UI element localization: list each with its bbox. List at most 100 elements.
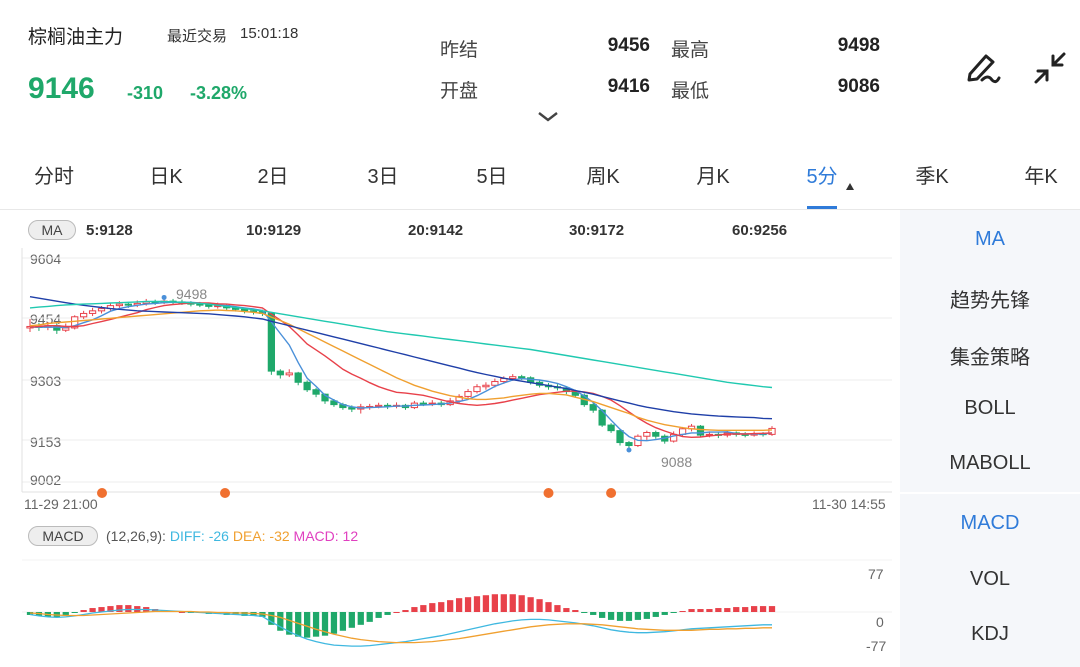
price-change: -310	[127, 83, 164, 103]
indicator-vol[interactable]: VOL	[969, 568, 1011, 590]
quote-value-low: 9086	[837, 76, 880, 97]
event-marker	[606, 488, 617, 498]
macd-bar	[241, 612, 248, 616]
indicator-macd[interactable]: MACD	[960, 512, 1020, 534]
candle	[518, 376, 526, 379]
macd-bar	[89, 608, 96, 612]
tab-day-k[interactable]: 日K	[149, 166, 183, 188]
tab-2-day[interactable]: 2日	[257, 166, 289, 188]
ma10-line	[29, 302, 773, 439]
ma60-line	[29, 300, 773, 389]
macd-macd: MACD: 12	[293, 528, 359, 544]
last-trade-label: 最近交易	[167, 28, 228, 45]
kline-chart	[26, 297, 776, 450]
quote-label-open: 开盘	[440, 81, 479, 102]
quote-label-low: 最低	[671, 81, 710, 102]
candle	[768, 427, 776, 435]
macd-bar	[62, 612, 69, 615]
contract-name: 棕榈油主力	[28, 27, 124, 48]
macd-bar	[572, 610, 579, 612]
tab-intraday[interactable]: 分时	[34, 166, 74, 188]
indicator-trend-pioneer[interactable]: 趋势先锋	[950, 290, 1030, 312]
ma60-value: 60:9256	[732, 222, 788, 239]
macd-bar	[357, 612, 364, 625]
macd-bar	[688, 609, 695, 612]
ma30-value: 30:9172	[569, 222, 625, 239]
indicator-maboll[interactable]: MABOLL	[949, 452, 1031, 474]
macd-bar	[339, 612, 347, 631]
tab-5-day[interactable]: 5日	[476, 166, 508, 188]
macd-bar	[429, 603, 436, 612]
chevron-down-icon[interactable]	[537, 110, 559, 124]
pen-icon[interactable]	[962, 48, 1002, 88]
quote-label-high: 最高	[671, 40, 710, 61]
candle	[375, 404, 383, 407]
last-price: 9146	[28, 72, 95, 105]
macd-bar	[509, 594, 516, 612]
event-markers	[97, 488, 617, 498]
macd-badge[interactable]: MACD	[28, 526, 98, 546]
chart-area[interactable]	[0, 0, 900, 667]
macd-bar	[599, 612, 606, 618]
quote-value-high: 9498	[837, 35, 880, 56]
macd-bar	[402, 610, 409, 612]
macd-bar	[670, 612, 677, 613]
macd-bar	[268, 612, 275, 625]
macd-bar	[330, 612, 338, 634]
candle	[303, 381, 311, 391]
tab-quarter-k[interactable]: 季K	[915, 166, 949, 188]
caret-icon[interactable]	[846, 183, 854, 190]
macd-bar	[178, 612, 186, 613]
ma30-line	[29, 296, 773, 420]
macd-bar	[581, 612, 588, 613]
quote-value-prev-settle: 9456	[607, 35, 650, 56]
macd-bar	[625, 612, 633, 621]
macd-bar	[455, 598, 463, 612]
y-tick-label: 9604	[30, 251, 62, 267]
candle	[276, 370, 284, 376]
chart-grid	[21, 248, 892, 493]
high-marker	[161, 294, 167, 300]
macd-bar	[304, 612, 311, 638]
candle	[482, 384, 490, 388]
tab-year-k[interactable]: 年K	[1024, 166, 1058, 188]
macd-bar	[634, 612, 642, 620]
macd-bar	[554, 605, 561, 612]
macd-bar	[518, 595, 525, 612]
event-marker	[543, 488, 554, 498]
macd-chart	[22, 559, 892, 647]
macd-bar	[768, 606, 776, 612]
y-tick-label: 9002	[30, 472, 62, 488]
macd-bar	[733, 607, 740, 612]
macd-bar	[125, 605, 132, 612]
ma-badge[interactable]: MA	[28, 220, 76, 240]
tab-5-min[interactable]: 5分	[806, 166, 838, 188]
candle	[115, 303, 124, 307]
candle	[97, 308, 106, 312]
candle	[196, 303, 204, 306]
tab-3-day[interactable]: 3日	[367, 166, 399, 188]
macd-diff: DIFF: -26	[169, 528, 229, 544]
quote-header: 棕榈油主力 最近交易 15:01:18 9146 -310 -3.28% 昨结 …	[0, 0, 1080, 140]
indicator-ma[interactable]: MA	[975, 228, 1005, 250]
x-start-label: 11-29 21:00	[24, 496, 98, 512]
indicator-fund-strategy[interactable]: 集金策略	[950, 347, 1030, 369]
candle	[419, 402, 427, 405]
indicator-boll[interactable]: BOLL	[964, 397, 1016, 419]
macd-bar	[80, 610, 87, 612]
ma20-line	[29, 309, 773, 431]
period-tabs: 分时 日K 2日 3日 5日 周K 月K 5分 季K 年K	[0, 150, 1080, 209]
macd-bar	[116, 605, 123, 612]
macd-bar	[447, 600, 454, 612]
shrink-icon[interactable]	[1030, 48, 1070, 88]
indicator-kdj[interactable]: KDJ	[971, 623, 1009, 645]
tab-month-k[interactable]: 月K	[696, 166, 730, 188]
macd-bar	[277, 612, 284, 631]
macd-params: (12,26,9):	[106, 528, 166, 544]
price-change-pct: -3.28%	[190, 83, 248, 103]
candle	[464, 391, 472, 397]
tab-week-k[interactable]: 周K	[586, 166, 620, 188]
macd-bar	[590, 612, 597, 615]
quote-value-open: 9416	[607, 76, 650, 97]
candle	[71, 316, 79, 329]
